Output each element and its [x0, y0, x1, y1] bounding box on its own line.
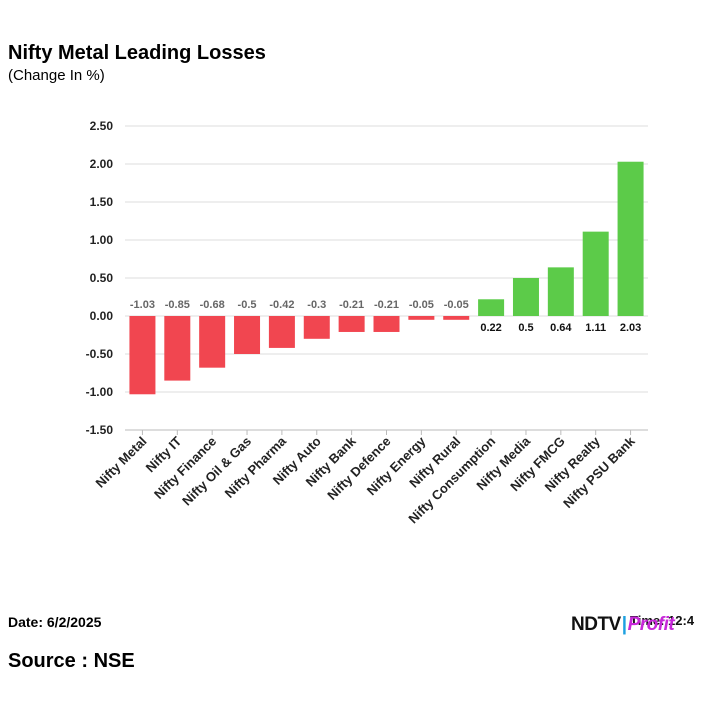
data-label: 0.5 — [518, 322, 533, 334]
data-label: -0.05 — [409, 299, 434, 311]
time-label: Time: 12:4 — [630, 613, 695, 628]
data-label: 1.11 — [585, 322, 606, 334]
chart-title: Nifty Metal Leading Losses — [8, 42, 266, 64]
y-tick-label: -0.50 — [86, 347, 114, 361]
bar — [478, 299, 505, 316]
data-label: 0.22 — [480, 322, 501, 334]
bar — [199, 316, 226, 368]
data-label: -0.42 — [269, 299, 294, 311]
bar — [268, 316, 295, 348]
y-tick-label: 1.00 — [90, 233, 114, 247]
data-label: -0.5 — [238, 299, 257, 311]
bar — [373, 316, 400, 332]
bar — [338, 316, 365, 332]
bar — [129, 316, 156, 395]
y-tick-label: 1.50 — [90, 195, 114, 209]
bar — [582, 231, 609, 316]
bar — [303, 316, 330, 339]
source-label: Source : NSE — [8, 650, 135, 672]
x-tick-label: Nifty Metal — [92, 434, 149, 491]
bar — [408, 316, 435, 320]
data-label: -0.68 — [200, 299, 225, 311]
y-tick-label: 0.00 — [90, 309, 114, 323]
y-tick-label: 2.50 — [90, 119, 114, 133]
bar-chart: 2.50 2.00 1.50 1.00 0.50 0.00 -0.50 -1.00 -1.50 -… — [86, 119, 648, 526]
bar — [234, 316, 261, 354]
data-label: -1.03 — [130, 299, 155, 311]
bar — [164, 316, 191, 381]
data-label: -0.85 — [165, 299, 190, 311]
y-tick-label: 2.00 — [90, 157, 114, 171]
ndtv-profit-logo: NDTV|Profit — [571, 614, 675, 635]
data-label: -0.21 — [374, 299, 399, 311]
bar — [443, 316, 470, 320]
data-label: -0.3 — [307, 299, 326, 311]
y-tick-label: 0.50 — [90, 271, 114, 285]
date-label: Date: 6/2/2025 — [8, 614, 102, 630]
data-label: 0.64 — [550, 322, 572, 334]
data-label: 2.03 — [620, 322, 641, 334]
chart-subtitle: (Change In %) — [8, 67, 105, 84]
bar — [547, 267, 574, 316]
y-tick-label: -1.50 — [86, 423, 114, 437]
data-label: -0.21 — [339, 299, 364, 311]
y-tick-label: -1.00 — [86, 385, 114, 399]
data-label: -0.05 — [444, 299, 469, 311]
bar — [617, 161, 644, 316]
bar — [512, 278, 539, 316]
